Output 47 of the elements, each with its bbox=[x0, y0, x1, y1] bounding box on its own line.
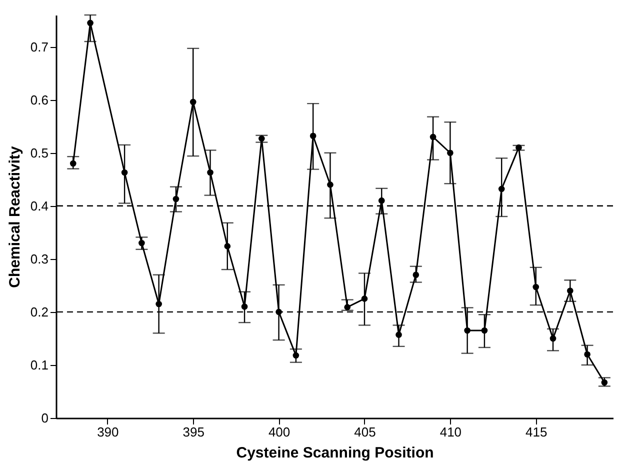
x-tick-label: 395 bbox=[182, 424, 204, 440]
point bbox=[344, 304, 351, 310]
y-tick-label: 0.3 bbox=[30, 251, 48, 266]
point bbox=[190, 98, 196, 106]
y-tick-label: 0.2 bbox=[30, 304, 48, 320]
point bbox=[87, 20, 94, 26]
point bbox=[498, 186, 505, 192]
point bbox=[172, 196, 180, 202]
x-tick-label: 415 bbox=[526, 424, 548, 440]
y-tick-label: 0.4 bbox=[30, 198, 48, 214]
point bbox=[292, 352, 300, 359]
point bbox=[550, 335, 556, 342]
point bbox=[481, 327, 488, 334]
x-tick-label: 390 bbox=[97, 424, 119, 440]
y-tick-label: 0.7 bbox=[30, 39, 48, 54]
point bbox=[241, 303, 248, 310]
point bbox=[121, 169, 128, 176]
y-tick-label: 0 bbox=[41, 410, 48, 426]
point bbox=[566, 288, 574, 294]
point bbox=[361, 296, 368, 302]
point bbox=[70, 160, 76, 167]
point bbox=[412, 272, 420, 278]
point bbox=[207, 169, 214, 176]
point bbox=[464, 327, 470, 334]
y-tick-label: 0.6 bbox=[30, 92, 48, 108]
x-tick-label: 405 bbox=[354, 424, 376, 440]
point bbox=[276, 308, 282, 316]
point bbox=[601, 379, 608, 386]
point bbox=[396, 332, 402, 338]
y-axis-title: Chemical Reactivity bbox=[6, 145, 24, 288]
x-tick-label: 400 bbox=[268, 424, 290, 440]
x-axis-title: Cysteine Scanning Position bbox=[236, 444, 434, 462]
y-tick-label: 0.1 bbox=[30, 357, 48, 372]
point bbox=[516, 144, 522, 151]
point bbox=[532, 284, 540, 290]
y-tick-label: 0.5 bbox=[30, 145, 48, 160]
point bbox=[584, 351, 590, 358]
point bbox=[224, 243, 231, 250]
point bbox=[258, 135, 265, 142]
point bbox=[310, 132, 316, 140]
point bbox=[327, 182, 334, 188]
point bbox=[430, 134, 436, 140]
point bbox=[156, 300, 162, 308]
point bbox=[138, 240, 145, 246]
point bbox=[447, 150, 454, 156]
x-tick-label: 410 bbox=[440, 424, 462, 440]
point bbox=[378, 197, 385, 204]
